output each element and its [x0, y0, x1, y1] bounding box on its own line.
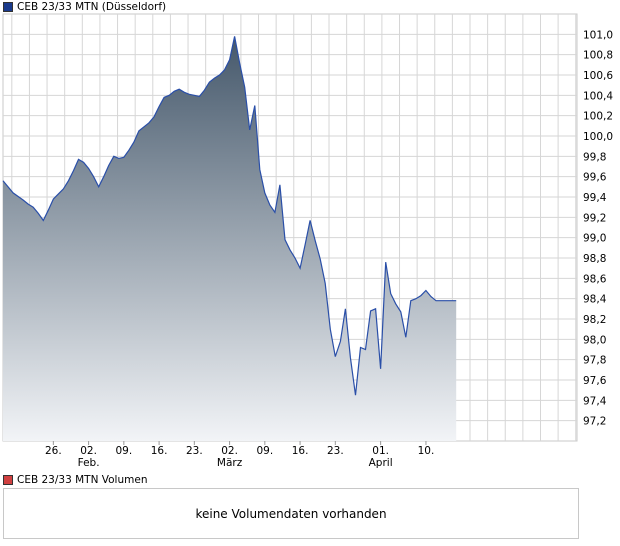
y-tick-label: 98,6: [583, 273, 607, 285]
y-tick-label: 97,6: [583, 375, 607, 387]
volume-legend-label: CEB 23/33 MTN Volumen: [17, 474, 148, 486]
y-tick-label: 98,4: [583, 294, 607, 306]
y-tick-label: 97,8: [583, 355, 606, 367]
x-tick-label: 23.: [186, 445, 203, 457]
price-line: [2, 36, 457, 396]
x-tick-month-label: April: [369, 457, 393, 469]
y-tick-label: 99,0: [583, 233, 606, 245]
x-tick-month-label: Feb.: [78, 457, 100, 469]
price-legend-label: CEB 23/33 MTN (Düsseldorf): [17, 1, 167, 13]
x-tick-month-label: März: [217, 457, 243, 469]
y-tick-label: 100,2: [583, 111, 613, 123]
y-tick-label: 99,2: [583, 212, 606, 224]
y-tick-label: 100,6: [583, 70, 613, 82]
y-tick-label: 98,0: [583, 334, 606, 346]
y-tick-label: 99,6: [583, 172, 607, 184]
price-legend-swatch: [3, 2, 13, 12]
y-tick-label: 97,2: [583, 416, 606, 428]
x-tick-label: 09.: [256, 445, 273, 457]
x-tick-label: 02.: [221, 445, 238, 457]
y-tick-label: 100,0: [583, 131, 613, 143]
price-area: [3, 36, 457, 442]
x-tick-label: 16.: [292, 445, 309, 457]
y-tick-label: 100,8: [583, 50, 613, 62]
y-tick-label: 99,8: [583, 151, 606, 163]
y-tick-label: 99,4: [583, 192, 607, 204]
x-tick-label: 02.: [80, 445, 97, 457]
x-tick-label: 01.: [372, 445, 389, 457]
x-tick-label: 10.: [418, 445, 435, 457]
y-tick-label: 98,8: [583, 253, 606, 265]
x-tick-label: 23.: [327, 445, 344, 457]
x-tick-label: 16.: [151, 445, 168, 457]
volume-panel: keine Volumendaten vorhanden: [3, 488, 579, 539]
y-tick-label: 101,0: [583, 29, 613, 41]
volume-legend-swatch: [3, 475, 13, 485]
volume-empty-message: keine Volumendaten vorhanden: [195, 507, 387, 521]
volume-legend: CEB 23/33 MTN Volumen: [3, 474, 147, 486]
price-legend: CEB 23/33 MTN (Düsseldorf): [3, 1, 166, 13]
y-tick-label: 100,4: [583, 90, 613, 102]
price-chart: 97,2 97,4 97,6 97,8 98,0 98,2 98,4 98,6 98,8 99,0…: [2, 13, 613, 469]
x-tick-label: 26.: [45, 445, 62, 457]
y-tick-label: 97,4: [583, 395, 607, 407]
x-tick-label: 09.: [115, 445, 132, 457]
y-tick-label: 98,2: [583, 314, 606, 326]
